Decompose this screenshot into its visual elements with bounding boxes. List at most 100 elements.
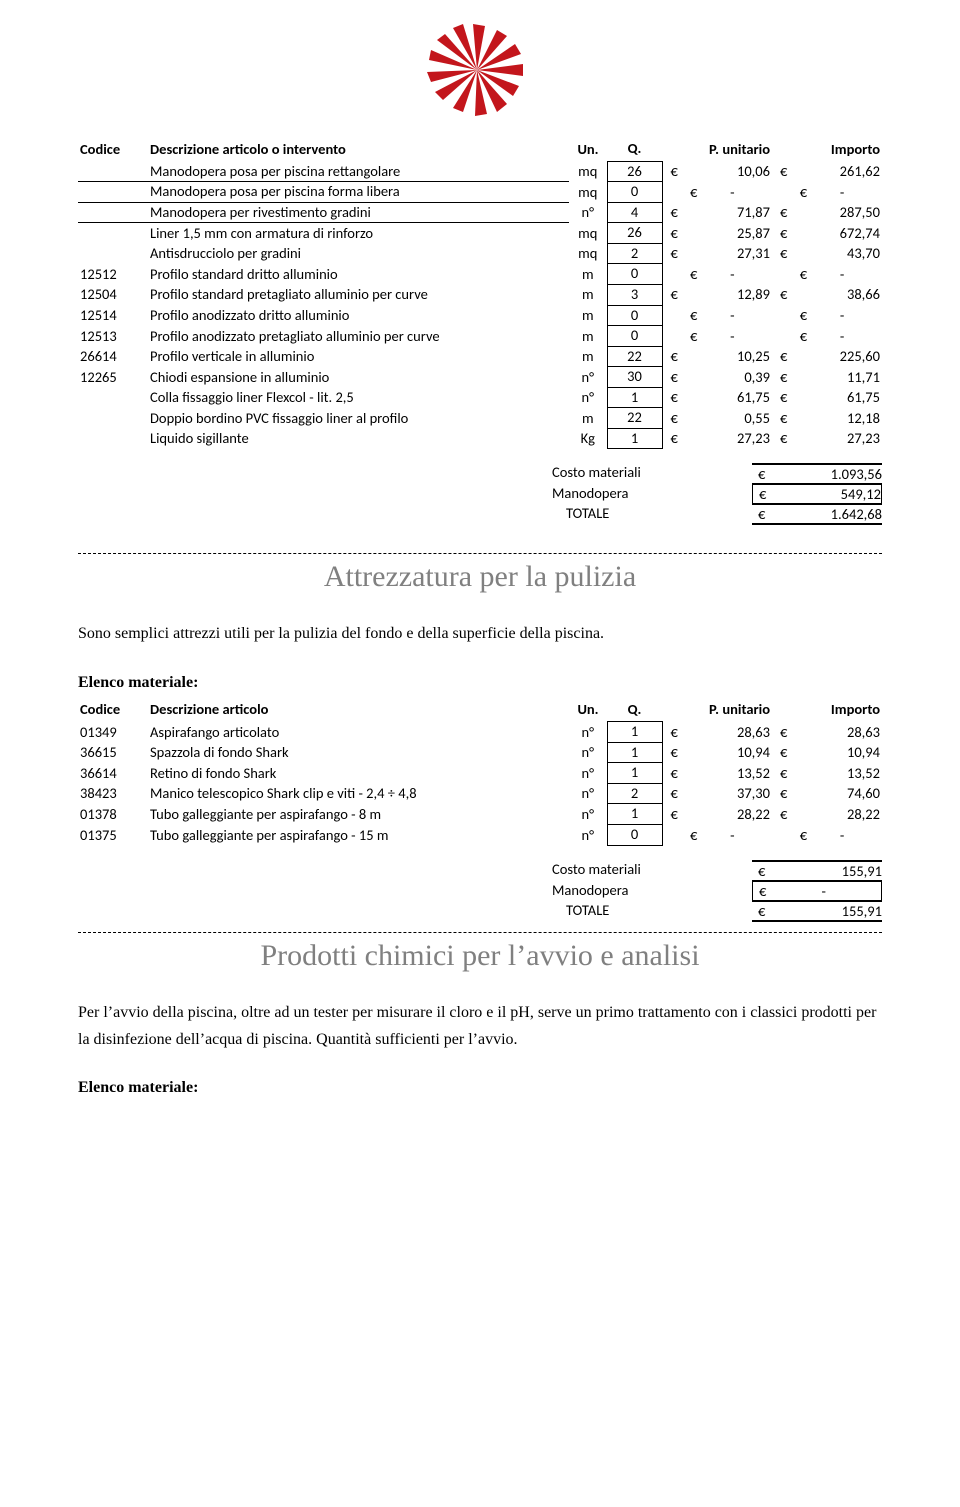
cell-code: 01375 [78,825,148,846]
cell-desc: Chiodi espansione in alluminio [148,367,569,388]
table-row: 01375Tubo galleggiante per aspirafango -… [78,825,882,846]
cell-imp: €27,23 [772,428,882,449]
table-row: 36614Retino di fondo Sharkn°1€13,52€13,5… [78,763,882,784]
cell-code [78,408,148,429]
cell-q: 26 [607,161,662,182]
cell-un: n° [569,722,607,743]
cell-pu: € - [662,264,772,285]
cell-imp: €225,60 [772,346,882,367]
cell-imp: €287,50 [772,202,882,223]
sum1-materiali-l: Costo materiali [552,463,752,484]
cell-un: n° [569,804,607,825]
cell-un: n° [569,825,607,846]
table-row: Liquido sigillanteKg1€27,23€27,23 [78,428,882,449]
sum2-mano-l: Manodopera [552,881,752,901]
hdr2-desc: Descrizione articolo [148,700,569,722]
cell-desc: Profilo standard dritto alluminio [148,264,569,285]
logo [78,20,882,125]
hdr2-un: Un. [569,700,607,722]
cell-desc: Spazzola di fondo Shark [148,742,569,763]
cell-code: 12265 [78,367,148,388]
cell-pu: €25,87 [662,223,772,244]
cell-un: m [569,326,607,347]
sum1-tot-v: €1.642,68 [752,504,882,525]
hdr-desc: Descrizione articolo o intervento [148,139,569,161]
table-row: 12512Profilo standard dritto alluminiom0… [78,264,882,285]
cell-un: m [569,408,607,429]
cell-code: 01378 [78,804,148,825]
cell-pu: €10,06 [662,161,772,182]
cell-pu: €28,63 [662,722,772,743]
table-row: 38423Manico telescopico Shark clip e vit… [78,783,882,804]
cell-pu: €37,30 [662,783,772,804]
hdr-codice: Codice [78,139,148,161]
cell-q: 0 [607,326,662,347]
cell-code: 12514 [78,305,148,326]
hdr-imp: Importo [772,139,882,161]
hdr2-imp: Importo [772,700,882,722]
hdr-q: Q. [607,139,662,161]
cell-code: 12512 [78,264,148,285]
cell-q: 3 [607,284,662,305]
cell-pu: € - [662,326,772,347]
table-row: 36615Spazzola di fondo Sharkn°1€10,94€10… [78,742,882,763]
cell-code: 38423 [78,783,148,804]
page: Codice Descrizione articolo o intervento… [0,0,960,1145]
cell-un: m [569,284,607,305]
cell-imp: € - [772,264,882,285]
cell-imp: € - [772,825,882,846]
hdr2-q: Q. [607,700,662,722]
sum2-materiali-l: Costo materiali [552,860,752,881]
table-row: Manodopera posa per piscina rettangolare… [78,161,882,182]
cell-code: 26614 [78,346,148,367]
cell-code [78,202,148,223]
cell-imp: €672,74 [772,223,882,244]
cell-q: 0 [607,182,662,203]
sum2-tot-v: €155,91 [752,901,882,922]
cell-imp: €74,60 [772,783,882,804]
cell-desc: Manodopera posa per piscina forma libera [148,182,569,203]
section2-title: Attrezzatura per la pulizia [78,560,882,594]
cell-imp: €13,52 [772,763,882,784]
table-row: Manodopera posa per piscina forma libera… [78,182,882,203]
cell-un: n° [569,763,607,784]
cell-un: mq [569,243,607,264]
cell-un: n° [569,202,607,223]
cell-q: 1 [607,763,662,784]
cell-desc: Aspirafango articolato [148,722,569,743]
cell-un: m [569,346,607,367]
cell-q: 1 [607,722,662,743]
table-row: Antisdrucciolo per gradinimq2€27,31€43,7… [78,243,882,264]
cell-un: m [569,305,607,326]
hdr2-pu: P. unitario [662,700,772,722]
table-row: 12514Profilo anodizzato dritto alluminio… [78,305,882,326]
table-row: 01349Aspirafango articolaton°1€28,63€28,… [78,722,882,743]
cell-un: Kg [569,428,607,449]
cell-code: 12504 [78,284,148,305]
summary-2: Costo materiali €155,91 Manodopera €- TO… [552,860,882,922]
cell-pu: €27,23 [662,428,772,449]
cell-code [78,182,148,203]
cell-imp: €28,22 [772,804,882,825]
items-table-1: Codice Descrizione articolo o intervento… [78,139,882,449]
cell-pu: €71,87 [662,202,772,223]
divider [78,553,882,554]
cell-pu: €0,55 [662,408,772,429]
cell-q: 1 [607,387,662,408]
section2-intro: Sono semplici attrezzi utili per la puli… [78,620,882,647]
cell-imp: €10,94 [772,742,882,763]
cell-un: m [569,264,607,285]
sum1-mano-l: Manodopera [552,484,752,504]
section3-title: Prodotti chimici per l’avvio e analisi [78,939,882,973]
cell-desc: Doppio bordino PVC fissaggio liner al pr… [148,408,569,429]
cell-pu: € - [662,182,772,203]
cell-desc: Manodopera posa per piscina rettangolare [148,161,569,182]
cell-q: 0 [607,264,662,285]
cell-imp: €61,75 [772,387,882,408]
table-row: 01378Tubo galleggiante per aspirafango -… [78,804,882,825]
table-row: Liner 1,5 mm con armatura di rinforzomq2… [78,223,882,244]
table-row: 12513Profilo anodizzato pretagliato allu… [78,326,882,347]
cell-q: 1 [607,742,662,763]
table-row: Manodopera per rivestimento gradinin°4€7… [78,202,882,223]
cell-desc: Tubo galleggiante per aspirafango - 15 m [148,825,569,846]
